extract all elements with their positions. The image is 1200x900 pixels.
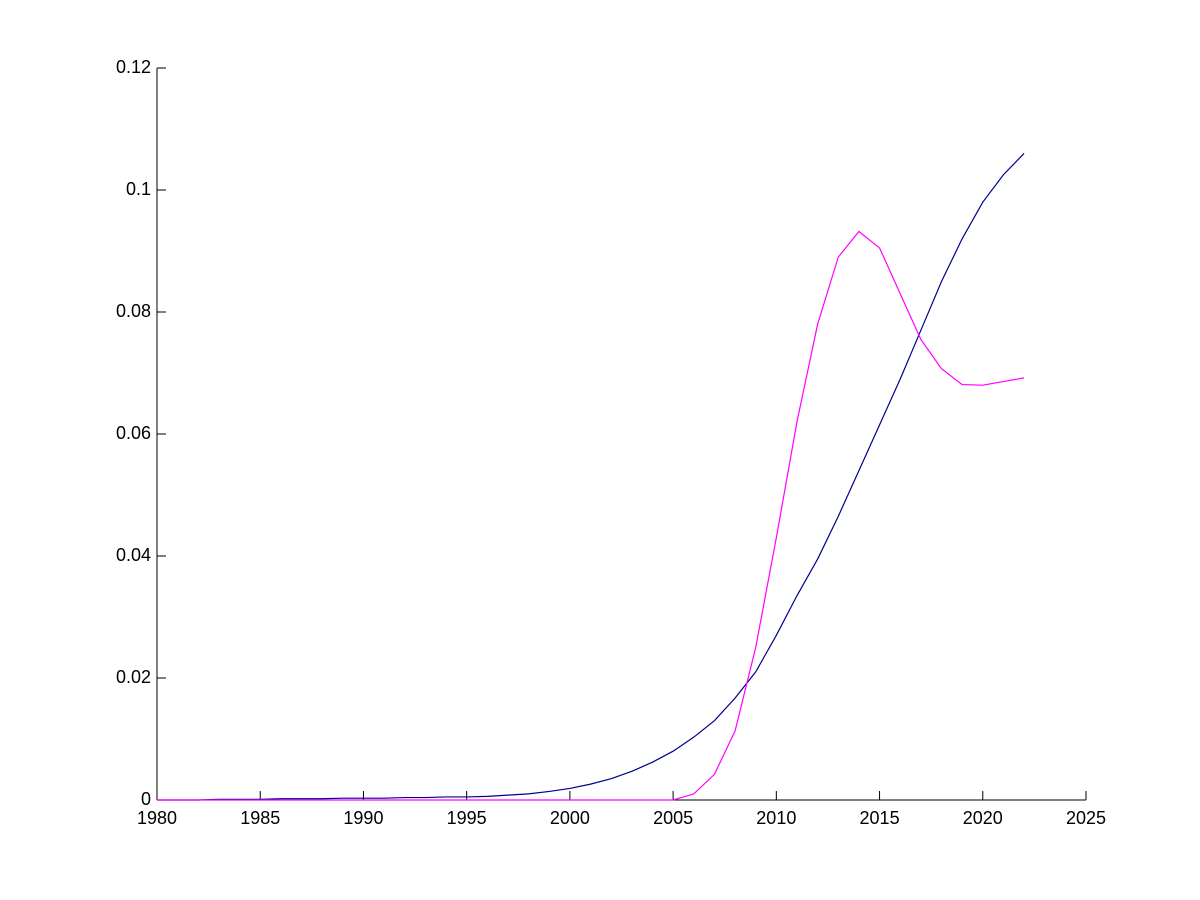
line-series [157,230,1025,801]
x-tick-label: 1990 [343,808,383,828]
y-tick-label: 0.1 [126,179,151,199]
x-tick-label: 2025 [1066,808,1106,828]
x-tick-label: 1995 [447,808,487,828]
y-tick-label: 0.08 [116,301,151,321]
y-tick-label: 0.12 [116,57,151,77]
x-tick-label: 2000 [550,808,590,828]
x-tick-label: 1980 [137,808,177,828]
x-tick-label: 2020 [963,808,1003,828]
x-tick-label: 2005 [653,808,693,828]
y-tick-label: 0 [141,789,151,809]
y-tick-label: 0.06 [116,423,151,443]
x-tick-label: 2015 [860,808,900,828]
line-series [157,152,1025,801]
y-tick-label: 0.02 [116,667,151,687]
y-tick-label: 0.04 [116,545,151,565]
x-tick-label: 1985 [240,808,280,828]
x-tick-label: 2010 [756,808,796,828]
